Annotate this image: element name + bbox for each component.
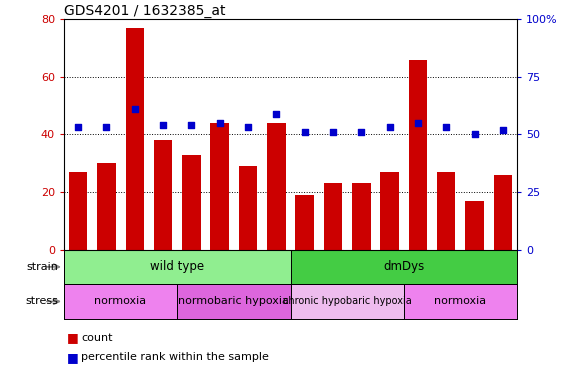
Text: stress: stress bbox=[25, 296, 58, 306]
Point bbox=[413, 120, 422, 126]
Bar bbox=[290, 250, 517, 284]
Bar bbox=[239, 166, 257, 250]
Bar bbox=[64, 250, 290, 284]
Text: normoxia: normoxia bbox=[95, 296, 146, 306]
Bar bbox=[210, 123, 229, 250]
Text: percentile rank within the sample: percentile rank within the sample bbox=[81, 352, 269, 362]
Point bbox=[498, 127, 508, 133]
Text: normoxia: normoxia bbox=[435, 296, 486, 306]
Point bbox=[130, 106, 139, 112]
Bar bbox=[290, 284, 404, 319]
Bar bbox=[97, 163, 116, 250]
Text: chronic hypobaric hypoxia: chronic hypobaric hypoxia bbox=[283, 296, 411, 306]
Point bbox=[215, 120, 224, 126]
Point bbox=[243, 124, 253, 131]
Bar bbox=[125, 28, 144, 250]
Bar bbox=[465, 201, 484, 250]
Point bbox=[159, 122, 168, 128]
Bar bbox=[64, 284, 177, 319]
Text: ■: ■ bbox=[67, 351, 78, 364]
Point bbox=[357, 129, 366, 135]
Point bbox=[73, 124, 83, 131]
Bar bbox=[154, 140, 172, 250]
Bar bbox=[324, 184, 342, 250]
Bar bbox=[182, 155, 200, 250]
Point bbox=[272, 111, 281, 117]
Text: count: count bbox=[81, 333, 113, 343]
Point bbox=[187, 122, 196, 128]
Point bbox=[102, 124, 111, 131]
Point bbox=[470, 131, 479, 137]
Text: strain: strain bbox=[26, 262, 58, 272]
Point bbox=[300, 129, 309, 135]
Text: wild type: wild type bbox=[150, 260, 205, 273]
Text: dmDys: dmDys bbox=[383, 260, 424, 273]
Point bbox=[385, 124, 394, 131]
Bar bbox=[69, 172, 87, 250]
Bar bbox=[352, 184, 371, 250]
Point bbox=[442, 124, 451, 131]
Bar bbox=[494, 175, 512, 250]
Bar bbox=[381, 172, 399, 250]
Text: ■: ■ bbox=[67, 331, 78, 344]
Point bbox=[328, 129, 338, 135]
Bar bbox=[404, 284, 517, 319]
Text: GDS4201 / 1632385_at: GDS4201 / 1632385_at bbox=[64, 4, 225, 18]
Bar bbox=[409, 60, 427, 250]
Bar bbox=[267, 123, 285, 250]
Text: normobaric hypoxia: normobaric hypoxia bbox=[178, 296, 289, 306]
Bar bbox=[177, 284, 290, 319]
Bar bbox=[296, 195, 314, 250]
Bar bbox=[437, 172, 456, 250]
